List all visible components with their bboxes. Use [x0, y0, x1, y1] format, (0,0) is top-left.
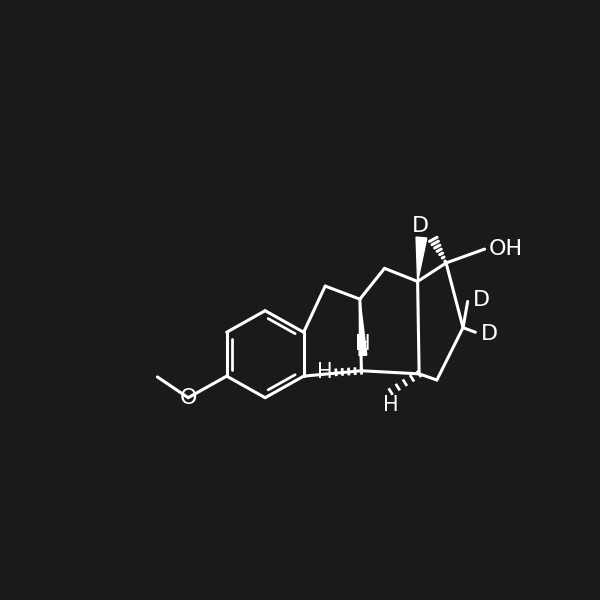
Text: H: H: [317, 362, 332, 382]
Polygon shape: [416, 237, 427, 281]
Text: D: D: [412, 216, 429, 236]
Text: H: H: [383, 395, 398, 415]
Text: D: D: [473, 290, 490, 310]
Text: D: D: [481, 324, 498, 344]
Polygon shape: [359, 299, 367, 356]
Text: H: H: [355, 334, 371, 354]
Text: O: O: [179, 388, 197, 408]
Text: OH: OH: [489, 239, 523, 259]
